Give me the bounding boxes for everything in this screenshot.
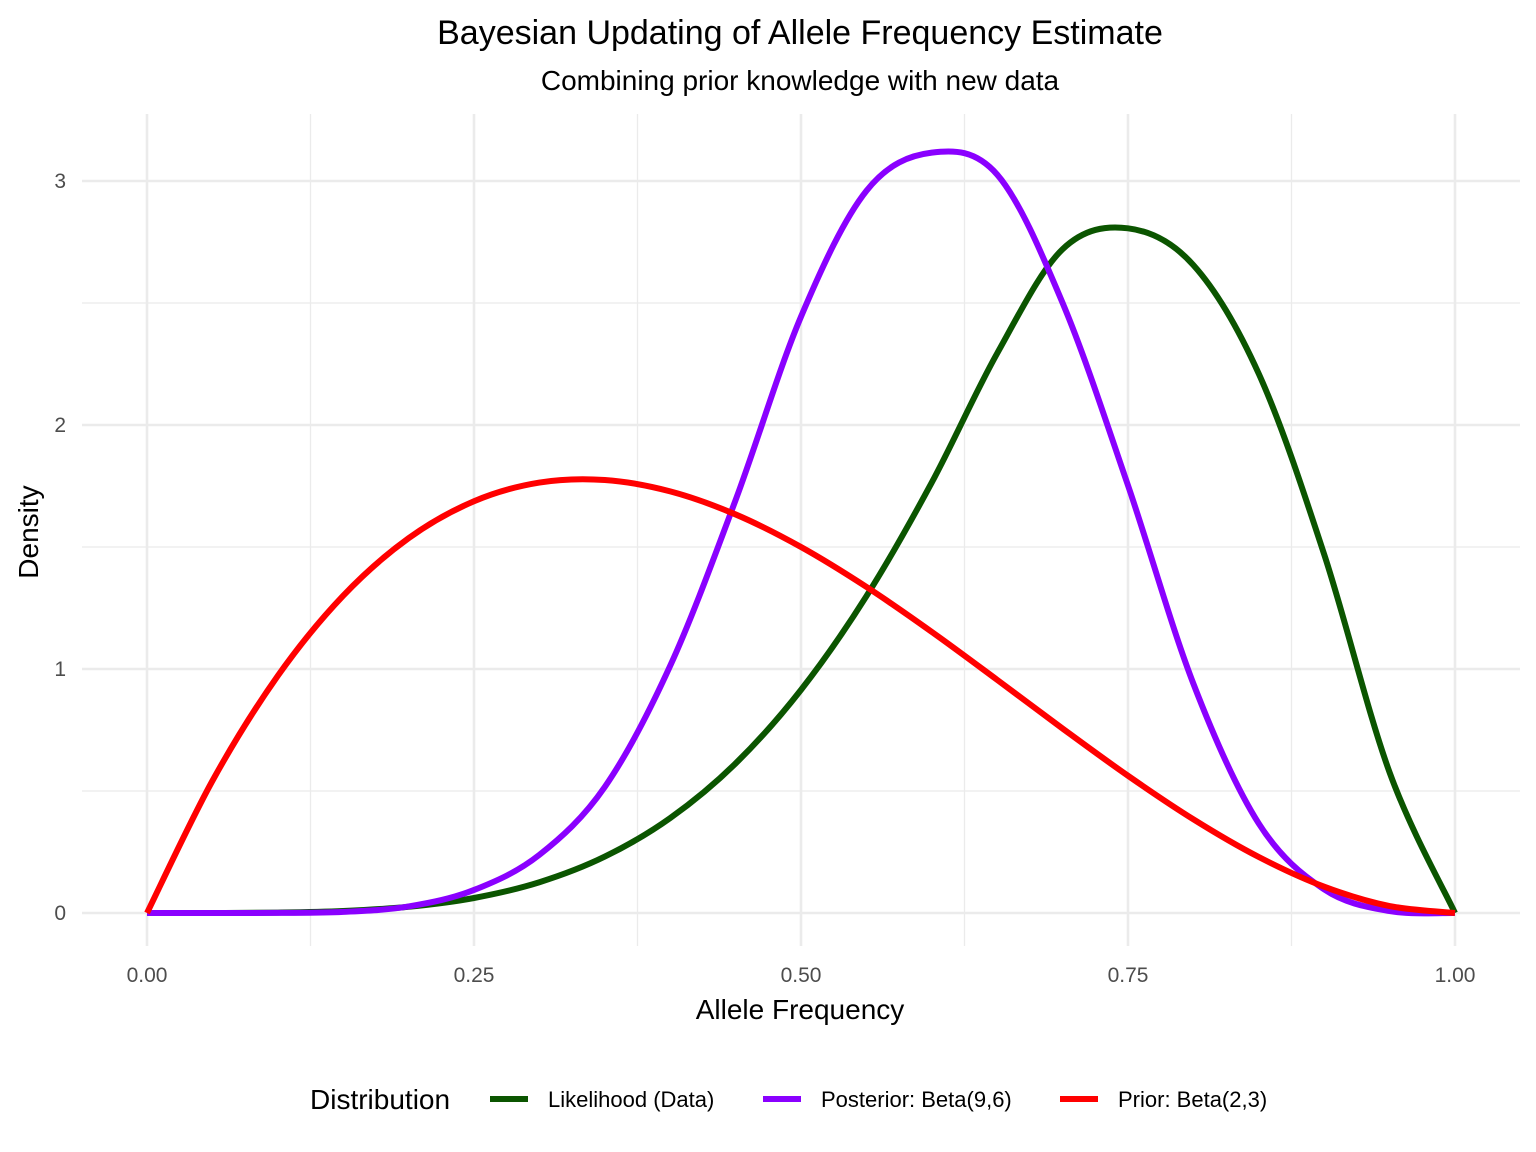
series-line-1 — [146, 148, 1456, 917]
legend: Distribution Likelihood (Data) Posterior: … — [310, 1084, 1267, 1115]
y-axis-tick-labels: 0 1 2 3 — [54, 170, 66, 925]
legend-label-0: Likelihood (Data) — [548, 1087, 714, 1112]
legend-title: Distribution — [310, 1084, 450, 1115]
y-tick-label: 2 — [54, 414, 66, 437]
y-tick-label: 0 — [54, 902, 66, 925]
x-axis-title: Allele Frequency — [696, 994, 905, 1025]
x-tick-label: 0.50 — [781, 964, 822, 987]
x-axis-tick-labels: 0.00 0.25 0.50 0.75 1.00 — [127, 964, 1476, 987]
x-tick-label: 0.75 — [1108, 964, 1149, 987]
plot-series — [144, 148, 1458, 917]
x-tick-label: 0.00 — [127, 964, 168, 987]
legend-label-1: Posterior: Beta(9,6) — [821, 1087, 1012, 1112]
series-line-2 — [144, 476, 1456, 916]
legend-label-2: Prior: Beta(2,3) — [1118, 1087, 1267, 1112]
chart-subtitle: Combining prior knowledge with new data — [541, 65, 1060, 96]
chart-title: Bayesian Updating of Allele Frequency Es… — [437, 14, 1163, 52]
y-tick-label: 1 — [54, 658, 66, 681]
y-tick-label: 3 — [54, 170, 66, 193]
x-tick-label: 1.00 — [1435, 964, 1476, 987]
x-tick-label: 0.25 — [454, 964, 495, 987]
y-axis-title: Density — [13, 485, 44, 578]
